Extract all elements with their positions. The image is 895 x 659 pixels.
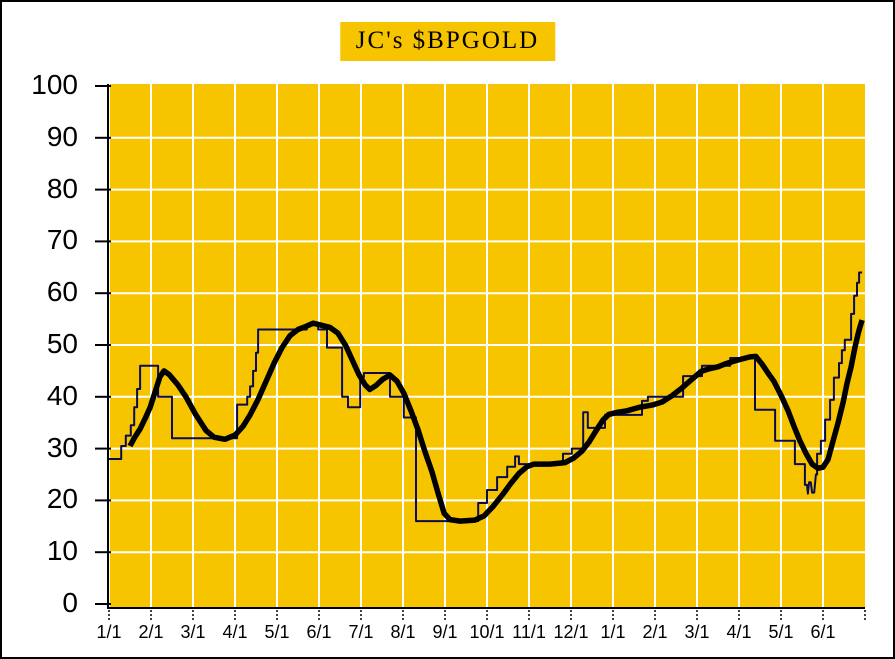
x-axis-label: 12/1 [553,622,589,642]
y-axis-label: 20 [46,483,78,515]
x-axis-label: 1/1 [96,622,122,642]
x-axis-label: 9/1 [432,622,458,642]
x-axis-label: 4/1 [726,622,752,642]
moving-average-line [127,319,865,524]
x-axis-label: 11/1 [512,622,546,642]
y-axis-label: 80 [46,172,78,204]
chart-title: JC's $BPGOLD [339,22,556,61]
x-axis-label: 7/1 [348,622,374,642]
x-axis-label: 6/1 [306,622,332,642]
x-axis-label: 2/1 [642,622,668,642]
x-axis-label: 4/1 [222,622,248,642]
y-axis-label: 50 [46,328,78,359]
x-axis-label: 5/1 [264,622,290,642]
y-axis-label: 100 [31,69,78,100]
x-axis-label: 3/1 [180,622,206,642]
y-axis-label: 0 [62,587,78,618]
y-axis-label: 10 [46,535,78,567]
x-axis-label: 5/1 [768,622,794,642]
y-axis-label: 40 [46,379,78,411]
x-axis-label: 10/1 [469,622,505,642]
y-axis-label: 90 [46,120,78,152]
y-axis-label: 60 [46,276,78,308]
bullish-percent-line [109,271,863,523]
y-axis-label: 70 [46,224,78,256]
x-axis-label: 1/1 [600,622,626,642]
y-axis-label: 30 [46,431,78,463]
x-axis-label: 2/1 [138,622,164,642]
x-axis-label: 3/1 [684,622,710,642]
x-axis-label: 6/1 [810,622,836,642]
x-axis-label: 8/1 [390,622,416,642]
